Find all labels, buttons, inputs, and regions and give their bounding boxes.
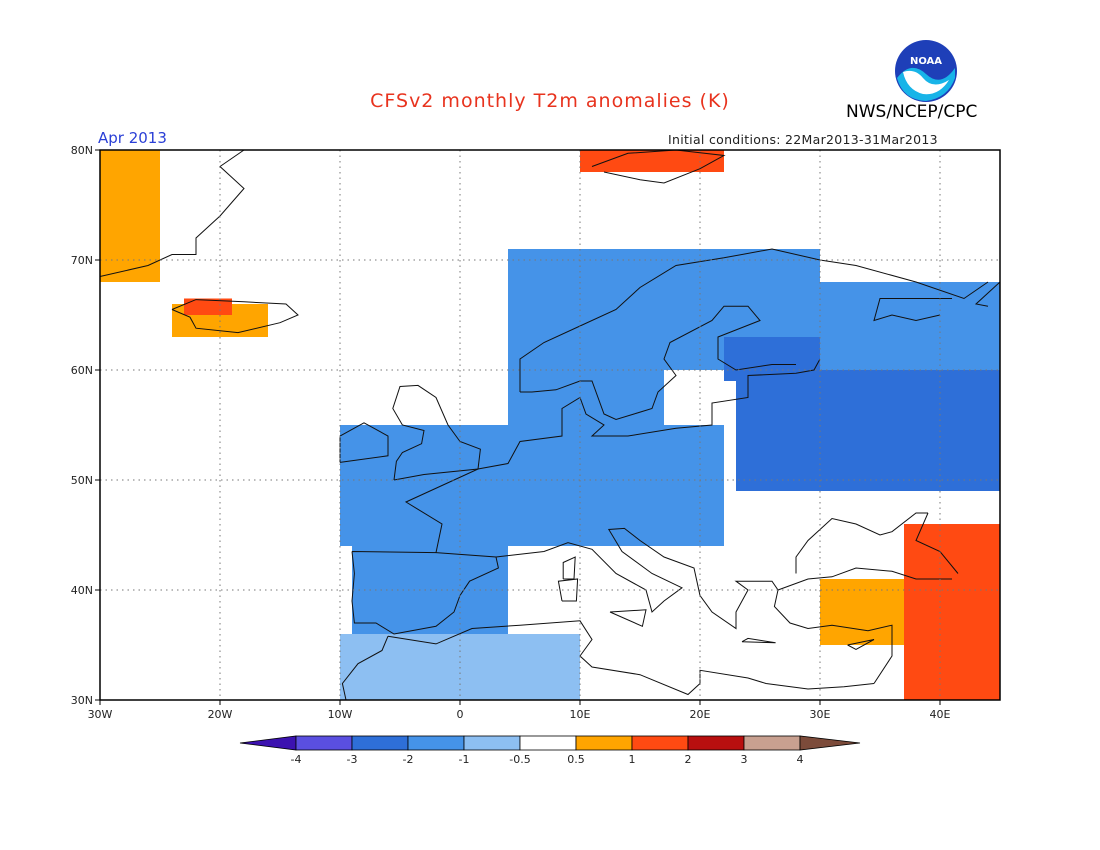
legend-tick-label: 1 <box>629 753 636 766</box>
legend-swatch <box>519 735 577 751</box>
legend-swatch <box>743 735 801 751</box>
legend-tick-label: 2 <box>685 753 692 766</box>
anomaly-region <box>580 150 724 172</box>
coastline <box>339 422 389 463</box>
coastline <box>171 299 299 334</box>
coastline <box>387 620 875 696</box>
legend-tick-label: 4 <box>797 753 804 766</box>
anomaly-region <box>736 370 1000 491</box>
lat-tick-label: 70N <box>71 254 93 267</box>
coastline <box>341 636 389 701</box>
coastlines <box>99 149 1001 701</box>
lat-tick-label: 30N <box>71 694 93 707</box>
logo-text: NOAA <box>910 56 942 67</box>
legend-swatch <box>687 735 745 751</box>
legend-arrow-low <box>239 735 297 751</box>
longitude-labels: 30W 20W 10W 0 10E 20E 30E 40E <box>88 700 951 721</box>
lon-tick-label: 20E <box>690 708 711 721</box>
lon-tick-label: 30E <box>810 708 831 721</box>
initial-conditions-label: Initial conditions: 22Mar2013-31Mar2013 <box>668 132 938 147</box>
legend-swatch <box>407 735 465 751</box>
lon-tick-label: 30W <box>88 708 113 721</box>
lon-tick-label: 20W <box>208 708 233 721</box>
color-legend: -4 -3 -2 -1 -0.5 0.5 1 2 3 4 <box>239 735 861 766</box>
valid-month-label: Apr 2013 <box>98 129 167 147</box>
legend-tick-label: -3 <box>347 753 358 766</box>
legend-tick-label: -0.5 <box>509 753 530 766</box>
coastline <box>591 149 726 184</box>
coastline <box>404 358 821 553</box>
coastline <box>351 551 499 635</box>
anomaly-region <box>340 425 724 546</box>
anomaly-field <box>100 150 1000 700</box>
latitude-labels: 80N 70N 60N 50N 40N 30N <box>71 144 100 707</box>
legend-tick-label: 0.5 <box>567 753 585 766</box>
coastline <box>873 298 952 322</box>
lat-lon-grid <box>100 150 1000 700</box>
legend-swatch <box>575 735 633 751</box>
legend-arrow-high <box>799 735 861 751</box>
coastline <box>974 281 1001 307</box>
anomaly-region <box>100 150 160 282</box>
coastline <box>392 384 481 481</box>
legend-tick-label: 3 <box>741 753 748 766</box>
lon-tick-label: 0 <box>457 708 464 721</box>
coastline <box>609 609 647 628</box>
coastline <box>915 512 959 574</box>
legend-swatch <box>351 735 409 751</box>
coastline <box>520 305 796 421</box>
lon-tick-label: 10E <box>570 708 591 721</box>
map-frame <box>99 149 1001 701</box>
anomaly-region <box>508 249 664 425</box>
legend-tick-label: -4 <box>291 753 302 766</box>
agency-label: NWS/NCEP/CPC <box>846 102 978 122</box>
lat-tick-label: 40N <box>71 584 93 597</box>
chart-title: CFSv2 monthly T2m anomalies (K) <box>370 90 730 112</box>
noaa-logo: NOAA <box>895 40 957 102</box>
legend-swatch <box>295 735 353 751</box>
anomaly-region <box>820 579 904 645</box>
coastline <box>562 556 576 580</box>
coastline <box>741 637 776 644</box>
lat-tick-label: 80N <box>71 144 93 157</box>
coastline <box>495 527 893 684</box>
coastline <box>795 512 928 574</box>
anomaly-region <box>820 282 1000 370</box>
lat-tick-label: 50N <box>71 474 93 487</box>
coastline <box>519 248 989 392</box>
coastline <box>99 149 245 277</box>
legend-tick-label: -1 <box>459 753 470 766</box>
coastline <box>847 639 875 650</box>
legend-tick-label: -2 <box>403 753 414 766</box>
coastline <box>557 578 579 602</box>
legend-swatch <box>463 735 521 751</box>
lon-tick-label: 10W <box>328 708 353 721</box>
legend-swatch <box>631 735 689 751</box>
lat-tick-label: 60N <box>71 364 93 377</box>
lon-tick-label: 40E <box>930 708 951 721</box>
coastline <box>777 567 952 591</box>
